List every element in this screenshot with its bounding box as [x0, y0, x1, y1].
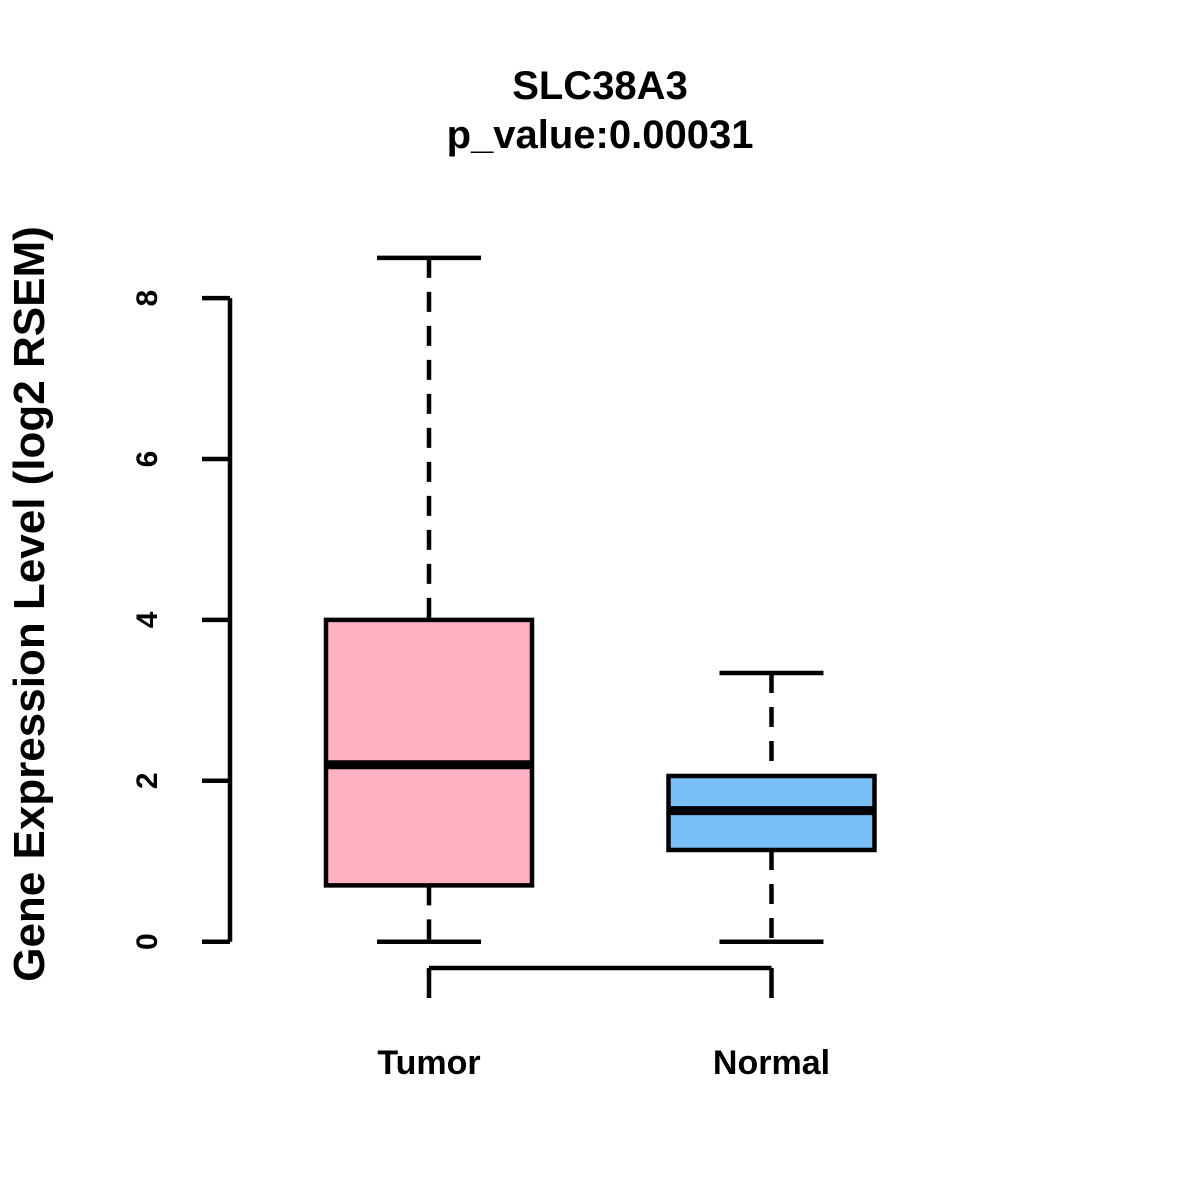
y-axis-tick-label: 4	[131, 611, 164, 628]
y-axis-tick-label: 8	[131, 290, 164, 307]
chart-title-block: SLC38A3 p_value:0.00031	[200, 62, 1000, 160]
y-axis-tick-label: 2	[131, 772, 164, 789]
gene-title: SLC38A3	[512, 64, 688, 108]
y-axis-tick-label: 0	[131, 933, 164, 950]
x-label-tumor: Tumor	[377, 1044, 480, 1082]
x-label-normal: Normal	[713, 1044, 830, 1082]
tumor-box	[323, 617, 535, 888]
y-axis-tick-label: 6	[131, 451, 164, 468]
p-value-subtitle: p_value:0.00031	[446, 113, 754, 157]
